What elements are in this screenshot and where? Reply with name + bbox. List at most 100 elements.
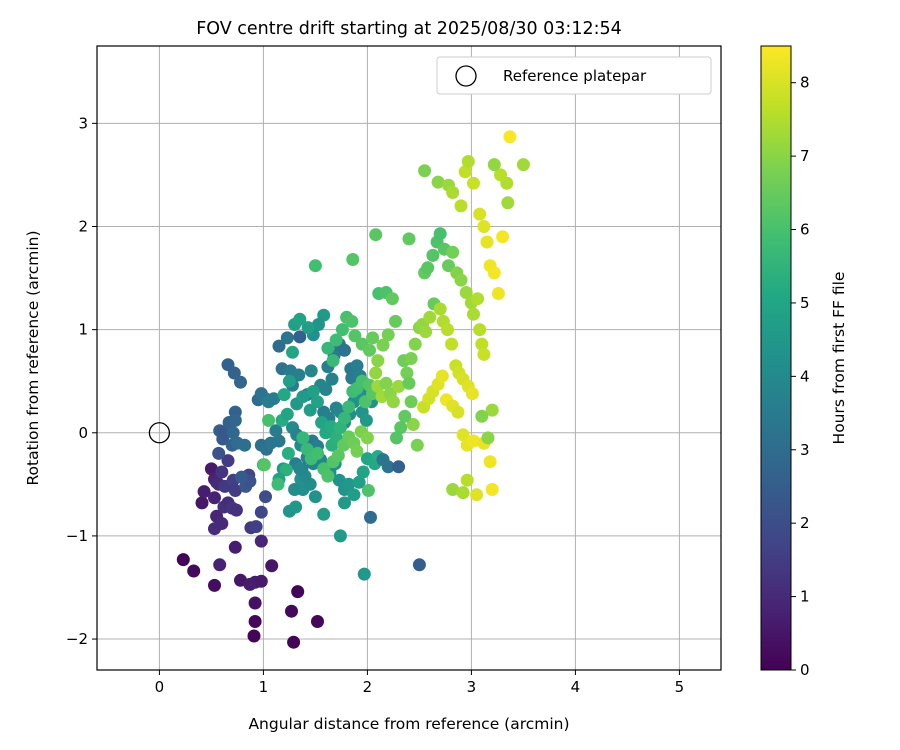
data-point <box>350 444 364 458</box>
data-point <box>404 395 418 409</box>
data-point <box>238 438 252 452</box>
data-point <box>477 220 491 233</box>
data-point <box>473 323 487 337</box>
data-point <box>280 331 294 345</box>
data-point <box>204 462 218 476</box>
data-point <box>321 469 335 483</box>
data-point <box>347 488 361 502</box>
colorbar-tick-label: 2 <box>800 514 810 532</box>
data-point <box>331 449 345 462</box>
data-point <box>350 359 364 373</box>
data-point <box>392 460 406 474</box>
legend-label: Reference platepar <box>503 67 647 85</box>
data-point <box>456 428 470 442</box>
data-point <box>306 385 320 398</box>
data-point <box>311 395 324 409</box>
data-point <box>248 615 262 628</box>
data-point <box>311 615 324 628</box>
data-point <box>287 635 301 649</box>
data-point <box>360 431 374 445</box>
data-point <box>381 460 395 474</box>
data-point <box>376 338 390 352</box>
reference-point <box>148 422 171 444</box>
data-point <box>301 321 315 335</box>
data-point <box>187 564 201 578</box>
data-point <box>289 500 303 514</box>
data-point <box>369 228 383 242</box>
data-point <box>394 421 408 435</box>
data-point <box>456 486 470 500</box>
data-point <box>357 567 371 581</box>
data-point <box>262 413 276 427</box>
data-point <box>423 310 437 324</box>
data-point <box>254 534 268 548</box>
colorbar-tick-label: 1 <box>800 588 810 606</box>
data-point <box>446 186 460 199</box>
grid <box>97 46 721 670</box>
data-point <box>227 366 241 380</box>
colorbar-tick-label: 3 <box>800 441 810 459</box>
data-point <box>288 483 302 496</box>
colorbar-tick-label: 8 <box>800 74 810 92</box>
data-point <box>249 520 263 534</box>
colorbar-gradient <box>760 45 792 671</box>
data-point <box>197 485 211 499</box>
colorbar-ticks: 0 1 2 3 4 5 6 7 8 <box>791 74 810 679</box>
data-point <box>176 553 190 567</box>
data-point <box>364 510 377 524</box>
data-point <box>277 388 291 402</box>
data-point <box>259 490 272 504</box>
colorbar-tick-label: 0 <box>800 661 810 679</box>
data-point <box>451 405 465 419</box>
data-point <box>257 458 271 472</box>
data-point <box>321 341 335 355</box>
data-point <box>271 477 285 491</box>
data-point <box>265 559 279 573</box>
data-point <box>228 413 242 427</box>
data-point <box>487 158 501 172</box>
y-tick-label: 1 <box>78 321 88 339</box>
data-point <box>392 379 406 393</box>
data-point <box>269 424 283 438</box>
data-point <box>279 463 293 477</box>
colorbar-tick-label: 6 <box>800 221 810 239</box>
data-point <box>342 400 356 414</box>
data-point <box>229 503 243 517</box>
data-point <box>329 333 343 347</box>
data-point <box>446 483 460 496</box>
data-point <box>481 431 495 445</box>
data-point <box>267 392 281 406</box>
data-point <box>254 574 268 588</box>
data-point <box>389 314 402 328</box>
data-point <box>324 420 338 434</box>
colorbar-tick-label: 7 <box>800 147 810 165</box>
data-point <box>421 261 435 275</box>
data-point <box>503 130 517 144</box>
data-point <box>359 413 373 427</box>
data-point <box>356 465 370 479</box>
data-point <box>228 484 242 497</box>
data-point <box>500 176 514 190</box>
data-point <box>408 337 422 351</box>
y-tick-label: −2 <box>66 630 88 648</box>
colorbar-tick-label: 5 <box>800 294 810 312</box>
data-point <box>333 529 347 543</box>
data-point <box>293 312 307 326</box>
y-tick-label: 2 <box>78 217 88 235</box>
data-point <box>467 307 480 321</box>
data-point <box>326 354 340 368</box>
chart-title: FOV centre drift starting at 2025/08/30 … <box>196 19 622 39</box>
data-point <box>404 352 418 365</box>
y-axis-ticks: −2 −1 0 1 2 3 <box>66 114 97 648</box>
data-point <box>308 490 322 504</box>
data-point <box>441 323 454 337</box>
data-point <box>412 558 426 572</box>
data-point <box>406 418 420 431</box>
data-point <box>282 374 296 388</box>
data-point <box>212 446 226 460</box>
y-tick-label: −1 <box>66 527 88 545</box>
data-point <box>435 369 449 383</box>
x-tick-label: 1 <box>259 678 269 696</box>
data-point <box>485 403 499 417</box>
data-point <box>296 390 310 404</box>
